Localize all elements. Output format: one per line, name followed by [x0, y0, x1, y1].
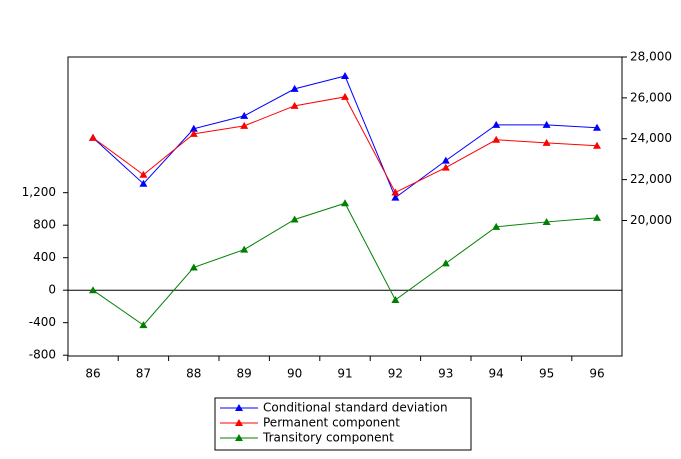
y-tick-label: -400	[29, 315, 56, 329]
chart: -800 -400 0 400 800 1,200 20,000 22,000 24,000 26…	[0, 0, 681, 459]
x-tick-label: 86	[85, 367, 100, 381]
plot-frame	[68, 57, 622, 356]
x-tick-label: 95	[539, 367, 554, 381]
x-tick-label: 96	[589, 367, 604, 381]
x-tick-label: 88	[186, 367, 201, 381]
x-tick-label: 94	[489, 367, 504, 381]
y-tick-label: -800	[29, 348, 56, 362]
y-tick-label: 800	[33, 218, 56, 232]
x-tick-label: 91	[337, 367, 352, 381]
legend-label: Permanent component	[263, 416, 400, 430]
x-tick-label: 87	[136, 367, 151, 381]
legend-label: Conditional standard deviation	[263, 401, 448, 415]
y-tick-label: 1,200	[22, 185, 56, 199]
x-tick-label: 90	[287, 367, 302, 381]
x-tick-label: 89	[237, 367, 252, 381]
y-tick-label: 400	[33, 250, 56, 264]
y2-tick-label: 22,000	[630, 172, 672, 186]
x-tick-label: 93	[438, 367, 453, 381]
y-tick-label: 0	[48, 283, 56, 297]
x-tick-label: 92	[388, 367, 403, 381]
y2-tick-label: 26,000	[630, 90, 672, 104]
y2-tick-label: 24,000	[630, 131, 672, 145]
y2-tick-label: 28,000	[630, 50, 672, 64]
legend-label: Transitory component	[262, 431, 394, 445]
y2-tick-label: 20,000	[630, 213, 672, 227]
